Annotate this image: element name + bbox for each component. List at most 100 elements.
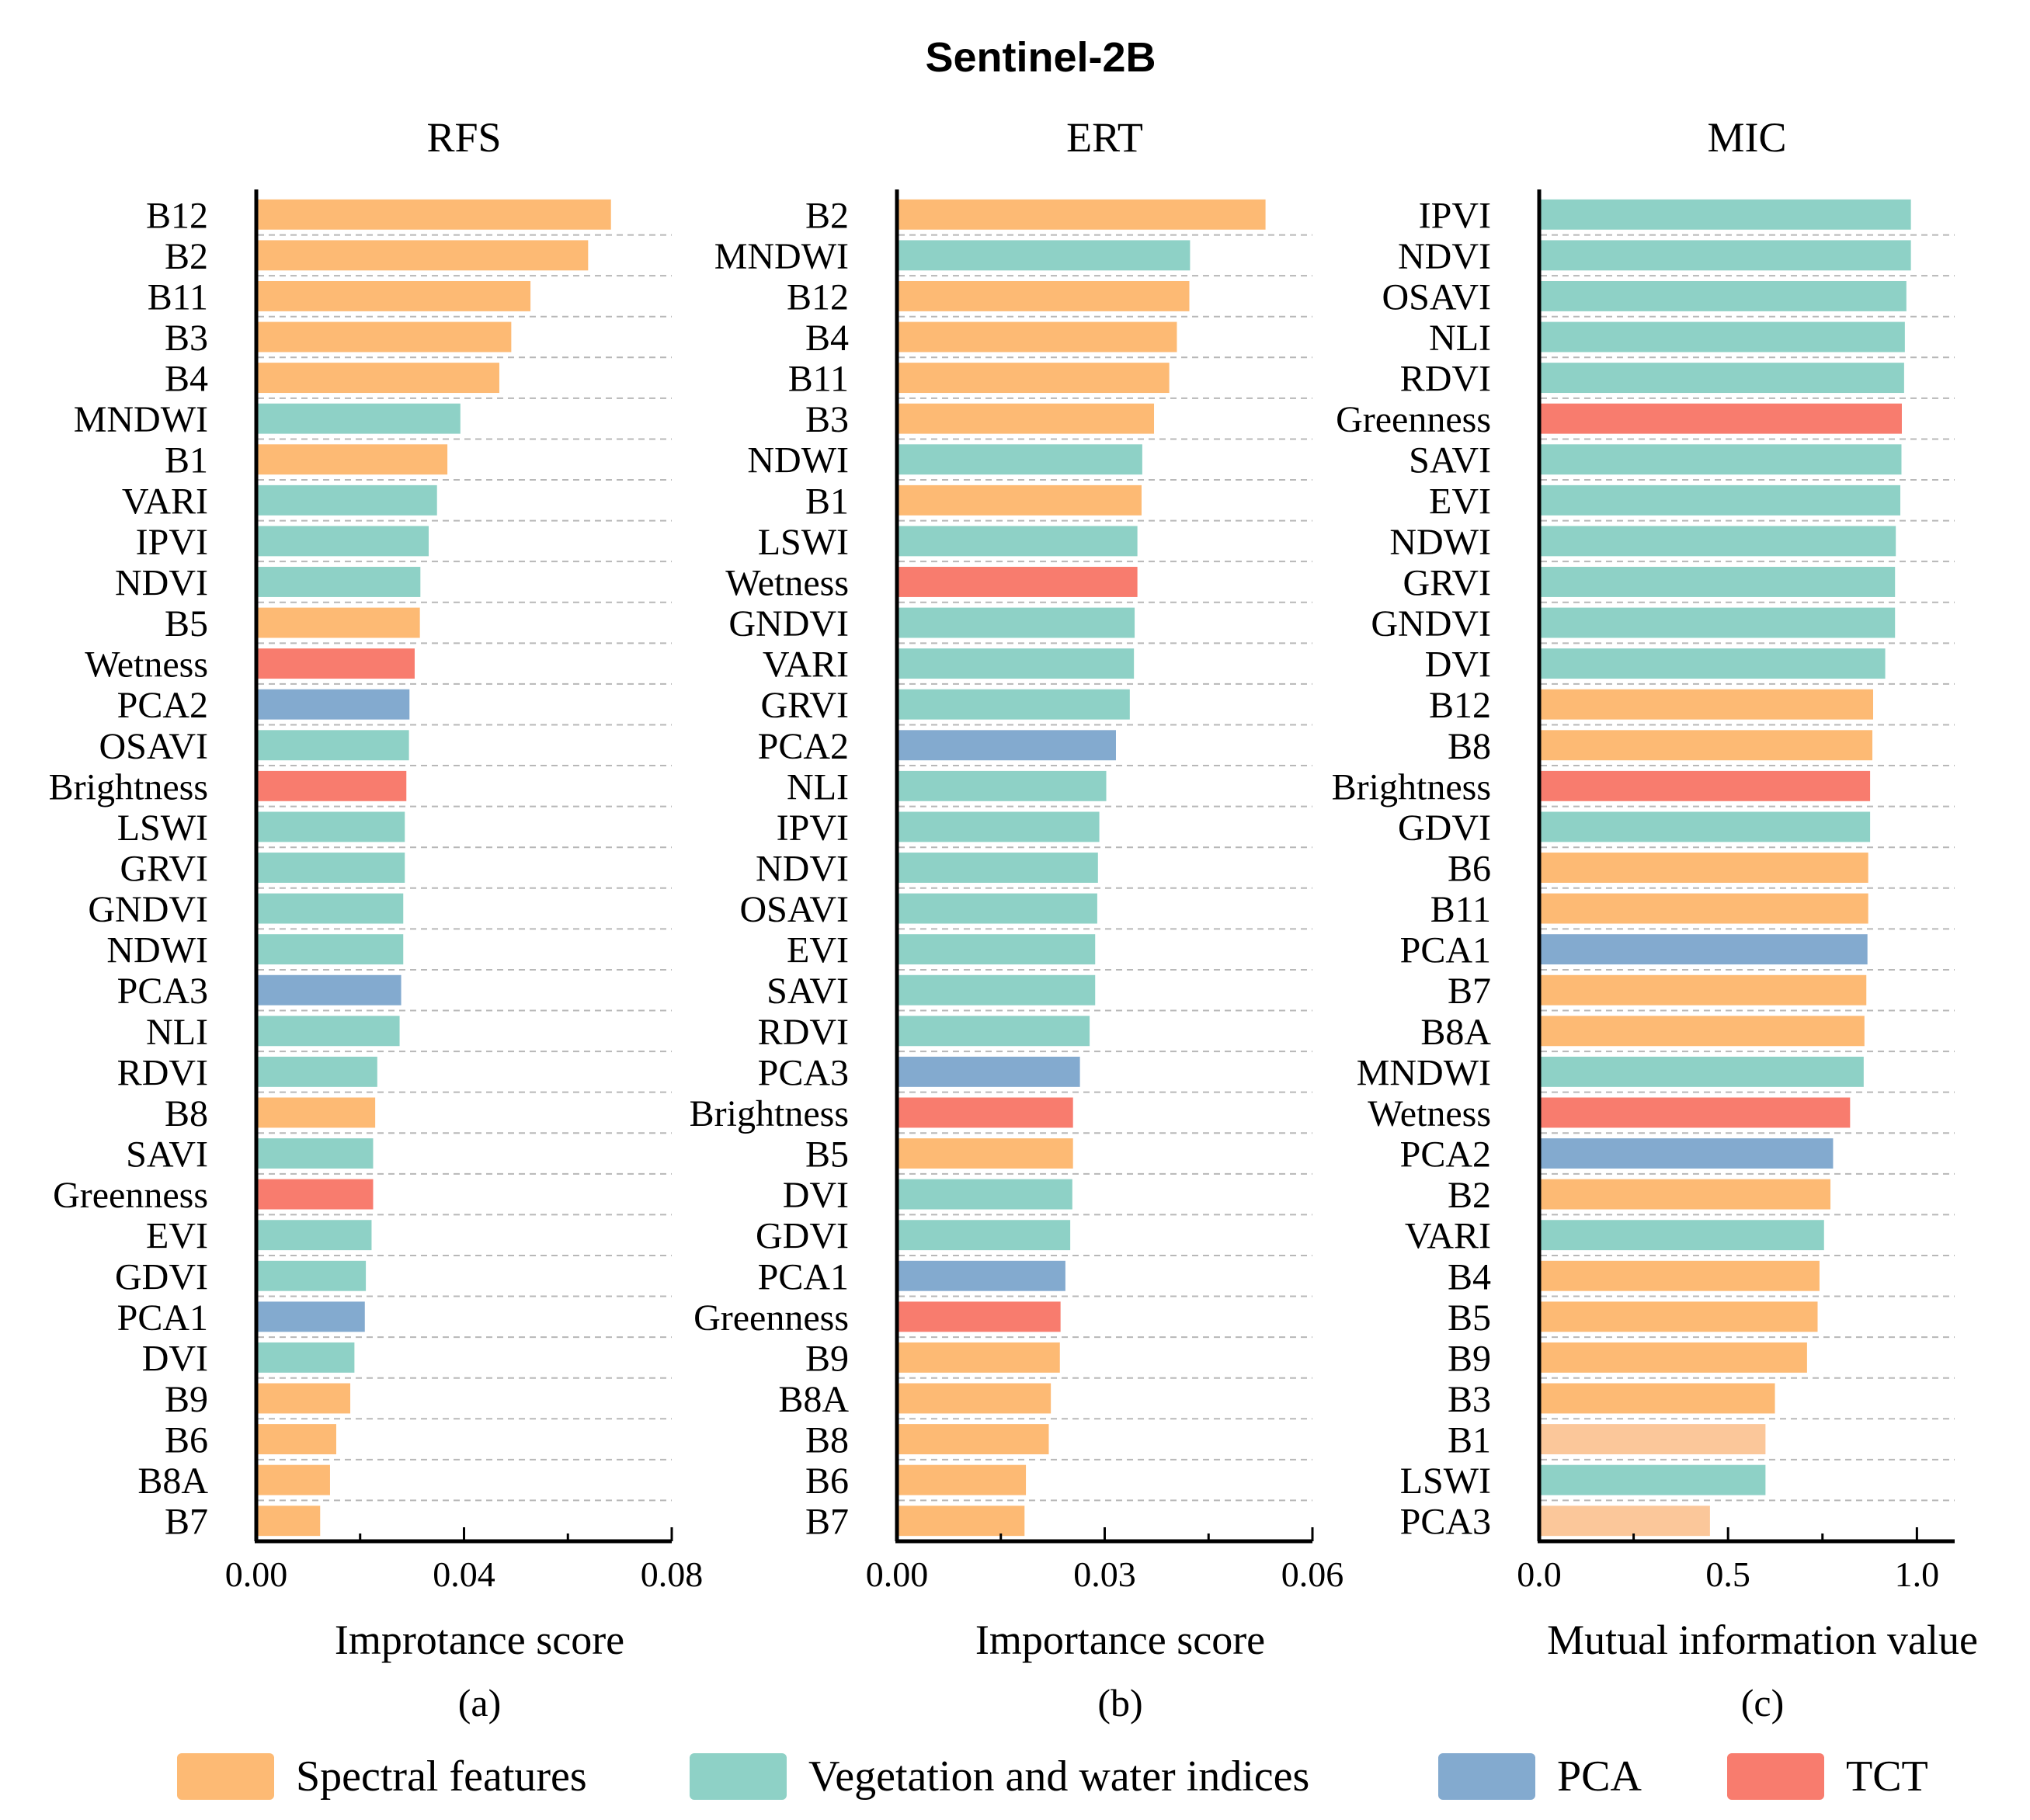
category-label: Greenness (53, 1175, 208, 1216)
category-label: B3 (165, 318, 208, 359)
category-label: B8 (165, 1093, 208, 1134)
category-label: B12 (146, 195, 208, 236)
category-label: B2 (805, 195, 849, 236)
category-label: OSAVI (740, 889, 849, 930)
bar-b8 (1541, 730, 1873, 761)
category-label: NDWI (106, 930, 208, 971)
chart-panel-ert: ERT B2MNDWIB12B4B11B3NDWIB1LSWIWetnessGND… (690, 114, 1344, 1724)
category-label: B9 (805, 1338, 849, 1379)
x-tick-label: 0.00 (225, 1554, 288, 1594)
category-label: EVI (146, 1216, 208, 1257)
bar-savi (899, 974, 1096, 1006)
bar-b2 (258, 240, 589, 271)
bar-b1 (899, 485, 1142, 516)
bar-b8a (899, 1383, 1051, 1414)
legend: Spectral features Vegetation and water in… (177, 1752, 1928, 1801)
x-tick-label: 0.0 (1517, 1554, 1562, 1594)
bar-wetness (899, 567, 1138, 597)
bar-rdvi (258, 1056, 377, 1087)
category-label: GNDVI (728, 603, 849, 644)
category-label: Wetness (725, 562, 849, 603)
bar-b11 (899, 363, 1170, 394)
x-axis-label: Improtance score (335, 1617, 624, 1663)
category-label: B8A (137, 1461, 208, 1502)
bar-b9 (899, 1342, 1060, 1373)
bar-b11 (1541, 893, 1868, 924)
category-label: GDVI (1398, 808, 1491, 849)
bar-rdvi (899, 1016, 1090, 1047)
category-label: EVI (1429, 481, 1491, 522)
category-label: VARI (763, 644, 849, 686)
x-tick-label: 0.5 (1705, 1554, 1750, 1594)
category-label: VARI (1405, 1216, 1491, 1257)
bar-ndwi (899, 444, 1142, 475)
bar-b4 (1541, 1260, 1820, 1291)
category-label: B12 (1429, 685, 1491, 726)
panel-title: MIC (1707, 114, 1786, 161)
bar-b8a (258, 1464, 330, 1495)
bar-pca3 (1541, 1506, 1710, 1537)
legend-swatch-vegetation (690, 1753, 787, 1800)
category-label: RDVI (117, 1052, 208, 1093)
panel-caption: (c) (1741, 1681, 1785, 1724)
category-label: B12 (787, 276, 849, 318)
category-label: MNDWI (1357, 1052, 1491, 1093)
category-label: PCA3 (758, 1052, 849, 1093)
category-label: GRVI (761, 685, 849, 726)
category-label: B8 (1448, 726, 1491, 767)
bar-gndvi (899, 607, 1135, 638)
category-label: B8 (805, 1420, 849, 1461)
category-label: B2 (165, 236, 208, 277)
category-label: B4 (1448, 1256, 1491, 1297)
bar-grvi (899, 689, 1130, 720)
category-label: OSAVI (99, 726, 208, 767)
category-label: GNDVI (88, 889, 208, 930)
bar-nli (258, 1016, 400, 1047)
category-label: LSWI (758, 522, 849, 563)
bar-lswi (258, 811, 405, 842)
bar-mndwi (899, 240, 1191, 271)
bar-ndvi (1541, 240, 1911, 271)
category-label: NDVI (756, 849, 849, 890)
category-label: B4 (805, 318, 849, 359)
category-label: B11 (788, 359, 849, 400)
bar-pca1 (899, 1260, 1065, 1291)
bar-b9 (258, 1383, 351, 1414)
bar-ndwi (1541, 526, 1896, 557)
legend-label: Spectral features (296, 1752, 587, 1801)
bar-mndwi (1541, 1056, 1864, 1087)
category-label: B7 (1448, 971, 1491, 1012)
bar-evi (899, 934, 1096, 965)
bar-b6 (1541, 853, 1868, 883)
bar-savi (1541, 444, 1902, 475)
legend-label: PCA (1557, 1752, 1642, 1801)
category-label: Greenness (693, 1297, 849, 1339)
bar-b9 (1541, 1342, 1807, 1373)
bar-pca3 (899, 1056, 1080, 1087)
bar-greenness (1541, 403, 1902, 434)
bar-b1 (1541, 1424, 1766, 1455)
x-tick-label: 0.00 (866, 1554, 929, 1594)
legend-swatch-pca (1438, 1753, 1535, 1800)
bar-gndvi (258, 893, 404, 924)
bar-wetness (1541, 1097, 1851, 1128)
panel-title: RFS (426, 114, 501, 161)
category-label: B1 (165, 440, 208, 481)
category-label: DVI (142, 1338, 208, 1379)
category-label: LSWI (1400, 1461, 1491, 1502)
bar-ipvi (1541, 199, 1911, 230)
chart-panel-mic: MIC IPVINDVIOSAVINLIRDVIGreennessSAVIEVIN… (1332, 114, 1978, 1724)
category-label: B4 (165, 359, 208, 400)
bar-ndvi (899, 853, 1098, 883)
x-tick-label: 0.03 (1073, 1554, 1136, 1594)
category-label: IPVI (777, 808, 849, 849)
legend-label: TCT (1846, 1752, 1928, 1801)
bar-grvi (1541, 567, 1896, 597)
bar-osavi (1541, 280, 1907, 311)
legend-label: Vegetation and water indices (808, 1752, 1309, 1801)
bar-lswi (1541, 1464, 1766, 1495)
category-label: VARI (122, 481, 208, 522)
category-label: NDWI (1389, 522, 1491, 563)
category-label: Brightness (1332, 766, 1491, 808)
bar-vari (899, 648, 1135, 679)
